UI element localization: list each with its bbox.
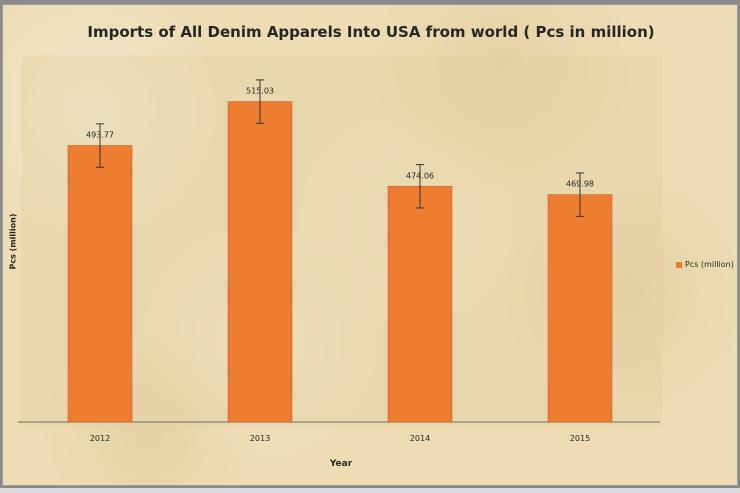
data-label-2013: 515.03: [246, 87, 274, 96]
x-tick-label-2012: 2012: [90, 434, 110, 443]
bar-2013: [227, 101, 293, 423]
data-label-2014: 474.06: [406, 171, 434, 180]
bar-2014: [387, 185, 453, 423]
bottom-divider: [0, 488, 740, 493]
legend-label: Pcs (million): [685, 260, 734, 269]
chart-title: Imports of All Denim Apparels Into USA f…: [87, 23, 655, 41]
legend: Pcs (million): [676, 260, 734, 269]
x-axis-label: Year: [329, 459, 353, 469]
bar-2012: [67, 145, 133, 423]
data-label-2012: 493.77: [86, 131, 114, 140]
x-tick-label-2013: 2013: [250, 434, 270, 443]
x-tick-label-2015: 2015: [570, 434, 590, 443]
legend-swatch: [676, 261, 682, 268]
bar-2015: [547, 194, 613, 423]
data-label-2015: 469.98: [566, 180, 594, 189]
x-tick-label-2014: 2014: [410, 434, 430, 443]
